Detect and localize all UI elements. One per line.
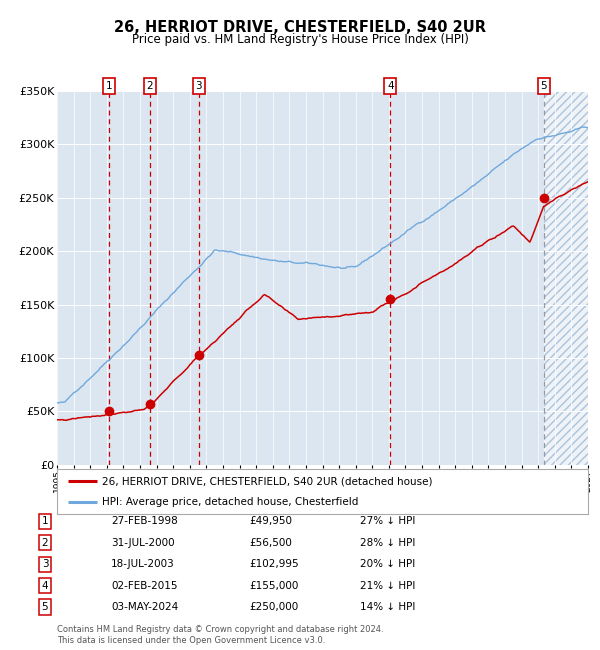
Bar <box>544 91 588 465</box>
Text: 27% ↓ HPI: 27% ↓ HPI <box>360 516 415 526</box>
Text: 27-FEB-1998: 27-FEB-1998 <box>111 516 178 526</box>
Text: 14% ↓ HPI: 14% ↓ HPI <box>360 602 415 612</box>
Text: 5: 5 <box>41 602 49 612</box>
Text: £250,000: £250,000 <box>249 602 298 612</box>
Text: 4: 4 <box>41 580 49 591</box>
Text: 21% ↓ HPI: 21% ↓ HPI <box>360 580 415 591</box>
Text: £56,500: £56,500 <box>249 538 292 548</box>
Text: £49,950: £49,950 <box>249 516 292 526</box>
Text: 2: 2 <box>146 81 153 91</box>
Text: 03-MAY-2024: 03-MAY-2024 <box>111 602 178 612</box>
Text: 5: 5 <box>541 81 547 91</box>
Text: 1: 1 <box>41 516 49 526</box>
Text: £155,000: £155,000 <box>249 580 298 591</box>
Text: 26, HERRIOT DRIVE, CHESTERFIELD, S40 2UR: 26, HERRIOT DRIVE, CHESTERFIELD, S40 2UR <box>114 20 486 34</box>
Text: 1: 1 <box>106 81 113 91</box>
Bar <box>544 91 588 465</box>
Text: 28% ↓ HPI: 28% ↓ HPI <box>360 538 415 548</box>
Text: £102,995: £102,995 <box>249 559 299 569</box>
Text: 3: 3 <box>196 81 202 91</box>
Text: 26, HERRIOT DRIVE, CHESTERFIELD, S40 2UR (detached house): 26, HERRIOT DRIVE, CHESTERFIELD, S40 2UR… <box>102 476 433 486</box>
Text: 20% ↓ HPI: 20% ↓ HPI <box>360 559 415 569</box>
Text: 4: 4 <box>387 81 394 91</box>
Text: HPI: Average price, detached house, Chesterfield: HPI: Average price, detached house, Ches… <box>102 497 359 506</box>
Text: 31-JUL-2000: 31-JUL-2000 <box>111 538 175 548</box>
Text: 2: 2 <box>41 538 49 548</box>
Text: 3: 3 <box>41 559 49 569</box>
Text: 02-FEB-2015: 02-FEB-2015 <box>111 580 178 591</box>
Text: 18-JUL-2003: 18-JUL-2003 <box>111 559 175 569</box>
Text: Contains HM Land Registry data © Crown copyright and database right 2024.
This d: Contains HM Land Registry data © Crown c… <box>57 625 383 645</box>
Text: Price paid vs. HM Land Registry's House Price Index (HPI): Price paid vs. HM Land Registry's House … <box>131 32 469 46</box>
